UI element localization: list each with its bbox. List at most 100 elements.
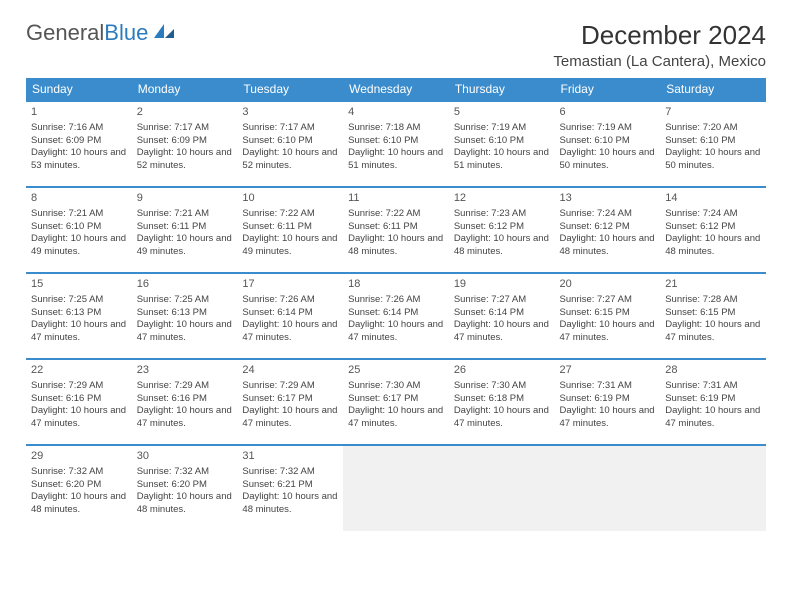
sunset-line: Sunset: 6:21 PM bbox=[242, 479, 338, 492]
calendar-cell: 4Sunrise: 7:18 AMSunset: 6:10 PMDaylight… bbox=[343, 101, 449, 187]
sunrise-line: Sunrise: 7:16 AM bbox=[31, 122, 127, 135]
day-number: 9 bbox=[137, 191, 233, 206]
calendar-cell: 3Sunrise: 7:17 AMSunset: 6:10 PMDaylight… bbox=[237, 101, 343, 187]
day-number: 3 bbox=[242, 105, 338, 120]
weekday-header: Friday bbox=[555, 78, 661, 101]
calendar-cell: 6Sunrise: 7:19 AMSunset: 6:10 PMDaylight… bbox=[555, 101, 661, 187]
sunrise-line: Sunrise: 7:26 AM bbox=[348, 294, 444, 307]
sunrise-line: Sunrise: 7:31 AM bbox=[560, 380, 656, 393]
sunrise-line: Sunrise: 7:29 AM bbox=[242, 380, 338, 393]
calendar-cell: 7Sunrise: 7:20 AMSunset: 6:10 PMDaylight… bbox=[660, 101, 766, 187]
sunset-line: Sunset: 6:13 PM bbox=[31, 307, 127, 320]
calendar-head: SundayMondayTuesdayWednesdayThursdayFrid… bbox=[26, 78, 766, 101]
daylight-line: Daylight: 10 hours and 47 minutes. bbox=[31, 405, 127, 431]
daylight-line: Daylight: 10 hours and 47 minutes. bbox=[454, 319, 550, 345]
daylight-line: Daylight: 10 hours and 48 minutes. bbox=[560, 233, 656, 259]
sunset-line: Sunset: 6:15 PM bbox=[665, 307, 761, 320]
day-number: 27 bbox=[560, 363, 656, 378]
day-number: 23 bbox=[137, 363, 233, 378]
calendar-cell: 1Sunrise: 7:16 AMSunset: 6:09 PMDaylight… bbox=[26, 101, 132, 187]
sunset-line: Sunset: 6:11 PM bbox=[242, 221, 338, 234]
sunset-line: Sunset: 6:18 PM bbox=[454, 393, 550, 406]
day-number: 6 bbox=[560, 105, 656, 120]
day-number: 1 bbox=[31, 105, 127, 120]
sunrise-line: Sunrise: 7:28 AM bbox=[665, 294, 761, 307]
weekday-header: Sunday bbox=[26, 78, 132, 101]
calendar-cell: 19Sunrise: 7:27 AMSunset: 6:14 PMDayligh… bbox=[449, 273, 555, 359]
daylight-line: Daylight: 10 hours and 48 minutes. bbox=[665, 233, 761, 259]
brand-part2: Blue bbox=[104, 20, 148, 46]
sunset-line: Sunset: 6:17 PM bbox=[242, 393, 338, 406]
day-number: 21 bbox=[665, 277, 761, 292]
sunset-line: Sunset: 6:10 PM bbox=[31, 221, 127, 234]
day-number: 19 bbox=[454, 277, 550, 292]
month-title: December 2024 bbox=[553, 20, 766, 51]
calendar-cell: 11Sunrise: 7:22 AMSunset: 6:11 PMDayligh… bbox=[343, 187, 449, 273]
sunset-line: Sunset: 6:10 PM bbox=[454, 135, 550, 148]
day-number: 17 bbox=[242, 277, 338, 292]
weekday-header: Wednesday bbox=[343, 78, 449, 101]
day-number: 11 bbox=[348, 191, 444, 206]
location-label: Temastian (La Cantera), Mexico bbox=[553, 53, 766, 70]
sunset-line: Sunset: 6:14 PM bbox=[348, 307, 444, 320]
calendar-cell: 14Sunrise: 7:24 AMSunset: 6:12 PMDayligh… bbox=[660, 187, 766, 273]
sunset-line: Sunset: 6:16 PM bbox=[31, 393, 127, 406]
sunrise-line: Sunrise: 7:26 AM bbox=[242, 294, 338, 307]
sunset-line: Sunset: 6:14 PM bbox=[242, 307, 338, 320]
day-number: 31 bbox=[242, 449, 338, 464]
calendar-cell: 16Sunrise: 7:25 AMSunset: 6:13 PMDayligh… bbox=[132, 273, 238, 359]
calendar-cell bbox=[555, 445, 661, 531]
day-number: 29 bbox=[31, 449, 127, 464]
sunrise-line: Sunrise: 7:19 AM bbox=[560, 122, 656, 135]
sunrise-line: Sunrise: 7:30 AM bbox=[454, 380, 550, 393]
sunrise-line: Sunrise: 7:23 AM bbox=[454, 208, 550, 221]
sunset-line: Sunset: 6:09 PM bbox=[137, 135, 233, 148]
day-number: 20 bbox=[560, 277, 656, 292]
daylight-line: Daylight: 10 hours and 47 minutes. bbox=[242, 319, 338, 345]
sunset-line: Sunset: 6:14 PM bbox=[454, 307, 550, 320]
calendar-body: 1Sunrise: 7:16 AMSunset: 6:09 PMDaylight… bbox=[26, 101, 766, 531]
daylight-line: Daylight: 10 hours and 52 minutes. bbox=[137, 147, 233, 173]
calendar-cell bbox=[449, 445, 555, 531]
sail-icon bbox=[152, 20, 176, 46]
daylight-line: Daylight: 10 hours and 49 minutes. bbox=[31, 233, 127, 259]
daylight-line: Daylight: 10 hours and 48 minutes. bbox=[454, 233, 550, 259]
calendar-cell bbox=[343, 445, 449, 531]
day-number: 22 bbox=[31, 363, 127, 378]
calendar-cell: 9Sunrise: 7:21 AMSunset: 6:11 PMDaylight… bbox=[132, 187, 238, 273]
calendar-cell: 29Sunrise: 7:32 AMSunset: 6:20 PMDayligh… bbox=[26, 445, 132, 531]
sunrise-line: Sunrise: 7:22 AM bbox=[348, 208, 444, 221]
daylight-line: Daylight: 10 hours and 47 minutes. bbox=[454, 405, 550, 431]
day-number: 7 bbox=[665, 105, 761, 120]
sunrise-line: Sunrise: 7:29 AM bbox=[137, 380, 233, 393]
sunset-line: Sunset: 6:19 PM bbox=[665, 393, 761, 406]
weekday-header: Tuesday bbox=[237, 78, 343, 101]
daylight-line: Daylight: 10 hours and 48 minutes. bbox=[348, 233, 444, 259]
day-number: 15 bbox=[31, 277, 127, 292]
daylight-line: Daylight: 10 hours and 47 minutes. bbox=[137, 319, 233, 345]
day-number: 2 bbox=[137, 105, 233, 120]
sunrise-line: Sunrise: 7:24 AM bbox=[560, 208, 656, 221]
day-number: 30 bbox=[137, 449, 233, 464]
daylight-line: Daylight: 10 hours and 48 minutes. bbox=[242, 491, 338, 517]
day-number: 12 bbox=[454, 191, 550, 206]
weekday-header: Monday bbox=[132, 78, 238, 101]
calendar-cell: 27Sunrise: 7:31 AMSunset: 6:19 PMDayligh… bbox=[555, 359, 661, 445]
calendar-cell: 24Sunrise: 7:29 AMSunset: 6:17 PMDayligh… bbox=[237, 359, 343, 445]
title-block: December 2024 Temastian (La Cantera), Me… bbox=[553, 20, 766, 70]
sunset-line: Sunset: 6:19 PM bbox=[560, 393, 656, 406]
day-number: 13 bbox=[560, 191, 656, 206]
sunset-line: Sunset: 6:10 PM bbox=[242, 135, 338, 148]
sunset-line: Sunset: 6:13 PM bbox=[137, 307, 233, 320]
daylight-line: Daylight: 10 hours and 47 minutes. bbox=[665, 405, 761, 431]
weekday-header: Thursday bbox=[449, 78, 555, 101]
sunrise-line: Sunrise: 7:29 AM bbox=[31, 380, 127, 393]
daylight-line: Daylight: 10 hours and 51 minutes. bbox=[348, 147, 444, 173]
daylight-line: Daylight: 10 hours and 47 minutes. bbox=[560, 319, 656, 345]
calendar-cell: 2Sunrise: 7:17 AMSunset: 6:09 PMDaylight… bbox=[132, 101, 238, 187]
day-number: 4 bbox=[348, 105, 444, 120]
sunrise-line: Sunrise: 7:25 AM bbox=[137, 294, 233, 307]
calendar-cell: 12Sunrise: 7:23 AMSunset: 6:12 PMDayligh… bbox=[449, 187, 555, 273]
daylight-line: Daylight: 10 hours and 51 minutes. bbox=[454, 147, 550, 173]
sunrise-line: Sunrise: 7:30 AM bbox=[348, 380, 444, 393]
